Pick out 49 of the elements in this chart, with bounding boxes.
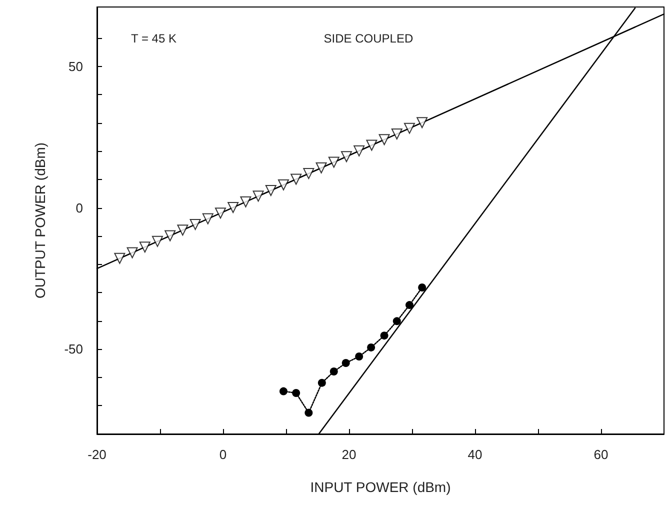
- point: [139, 242, 150, 253]
- point: [292, 389, 300, 397]
- x-tick-label: -20: [88, 447, 106, 462]
- point: [342, 359, 350, 368]
- point: [354, 145, 365, 156]
- point: [214, 208, 226, 219]
- point: [367, 343, 376, 352]
- point: [114, 252, 126, 264]
- point: [240, 196, 252, 208]
- point: [392, 317, 401, 326]
- point: [190, 218, 201, 230]
- y-tick-label: 0: [76, 200, 83, 216]
- annotation: SIDE COUPLED: [324, 32, 414, 46]
- point: [391, 128, 402, 140]
- point: [416, 117, 428, 128]
- point: [378, 134, 390, 146]
- point: [330, 368, 338, 376]
- point: [418, 284, 426, 292]
- point: [304, 408, 313, 417]
- point: [316, 162, 327, 174]
- y-axis-title: OUTPUT POWER (dBm): [32, 142, 48, 299]
- y-tick-label: 50: [68, 58, 83, 74]
- x-tick-label: 0: [219, 447, 227, 462]
- point: [126, 247, 138, 258]
- point: [318, 378, 326, 387]
- point: [279, 387, 288, 396]
- point: [265, 185, 276, 196]
- point: [290, 174, 302, 185]
- x-tick-label: 20: [342, 447, 356, 462]
- x-tick-label: 40: [468, 447, 482, 462]
- point: [355, 352, 364, 361]
- point: [152, 236, 163, 247]
- point: [252, 190, 264, 202]
- point: [278, 179, 289, 190]
- point: [328, 156, 340, 168]
- point: [303, 168, 314, 180]
- x-tick-label: 60: [594, 447, 608, 462]
- point: [202, 213, 214, 224]
- x-axis-title: INPUT POWER (dBm): [310, 479, 451, 495]
- y-tick-label: -50: [64, 342, 83, 357]
- point: [228, 202, 239, 213]
- point: [164, 230, 176, 242]
- annotation: T = 45 K: [131, 32, 177, 46]
- point: [177, 224, 188, 236]
- point: [405, 301, 414, 310]
- point: [366, 140, 378, 151]
- point: [404, 122, 415, 134]
- point: [340, 151, 352, 162]
- point: [380, 332, 388, 340]
